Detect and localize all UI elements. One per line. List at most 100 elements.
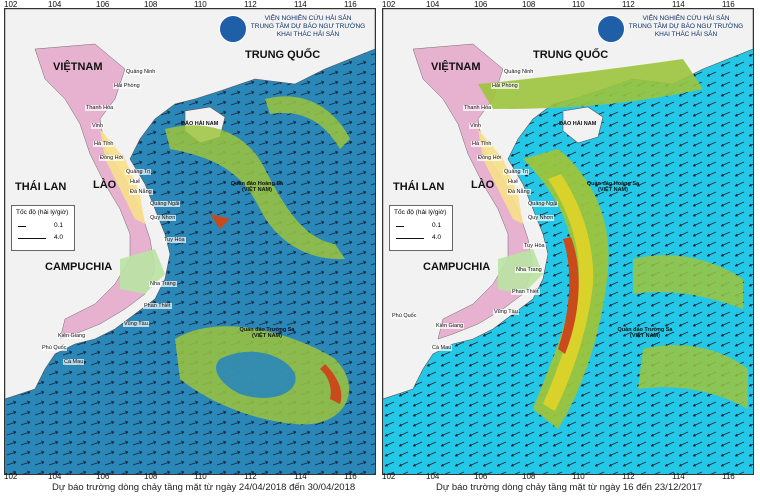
label-tuy-hoa: Tuy Hòa	[163, 237, 186, 243]
map-panel-left: VIỆN NGHIÊN CỨU HẢI SẢN TRUNG TÂM DỰ BÁO…	[4, 8, 376, 475]
label-laos: LÀO	[93, 179, 117, 191]
legend-arrow-short-icon	[18, 226, 26, 227]
label-hainan: ĐẢO HẢI NAM	[559, 121, 597, 127]
label-thanh-hoa: Thanh Hóa	[463, 105, 493, 111]
current-band	[478, 59, 703, 109]
label-hai-phong: Hải Phòng	[113, 83, 141, 89]
lon-tick: 112	[622, 0, 635, 9]
label-quang-ngai: Quảng Ngãi	[527, 201, 559, 207]
lon-tick: 114	[672, 472, 685, 481]
lon-tick: 102	[4, 0, 18, 9]
label-vinh: Vinh	[91, 123, 104, 129]
institute-emblem-icon	[219, 15, 247, 43]
lon-tick: 102	[382, 472, 396, 481]
label-phan-thiet: Phan Thiết	[511, 289, 540, 295]
legend-row-min: 0.1	[396, 222, 450, 232]
label-paracel: Quần đảo Hoàng Sa (VIỆT NAM)	[230, 181, 284, 193]
label-thailand: THÁI LAN	[393, 181, 445, 193]
legend-arrow-long-icon	[18, 238, 46, 239]
current-band	[165, 125, 345, 260]
label-paracel: Quần đảo Hoàng Sa (VIỆT NAM)	[586, 181, 640, 193]
lon-tick: 104	[48, 472, 62, 481]
label-hainan: ĐẢO HẢI NAM	[181, 121, 219, 127]
label-china: TRUNG QUỐC	[245, 49, 321, 61]
central-provinces	[478, 129, 523, 224]
label-quy-nhon: Quy Nhơn	[149, 215, 177, 221]
hainan-island	[562, 106, 604, 144]
label-quang-ngai: Quảng Ngãi	[149, 201, 181, 207]
lon-tick: 104	[426, 0, 440, 9]
label-thanh-hoa: Thanh Hóa	[85, 105, 115, 111]
label-quang-tri: Quảng Trị	[125, 169, 152, 175]
legend-arrow-long-icon	[396, 238, 424, 239]
lon-tick: 116	[722, 0, 735, 9]
label-cambodia: CAMPUCHIA	[423, 261, 491, 273]
lon-tick: 104	[426, 472, 440, 481]
central-provinces	[100, 129, 145, 224]
label-phan-thiet: Phan Thiết	[143, 303, 172, 309]
current-band	[523, 149, 609, 429]
label-vietnam: VIỆTNAM	[53, 61, 103, 73]
lon-tick: 106	[96, 472, 110, 481]
current-eddy	[216, 351, 296, 398]
legend-row-min: 0.1	[18, 222, 72, 232]
institute-logo: VIỆN NGHIÊN CỨU HẢI SẢN TRUNG TÂM DỰ BÁO…	[597, 15, 747, 45]
label-vinh: Vinh	[469, 123, 482, 129]
current-band	[633, 255, 743, 309]
lon-tick: 104	[48, 0, 62, 9]
label-cambodia: CAMPUCHIA	[45, 261, 113, 273]
legend-title: Tốc độ (hải lý/giờ)	[394, 209, 447, 216]
speed-legend: Tốc độ (hải lý/giờ) 0.1 4.0	[389, 205, 453, 251]
label-hai-phong: Hải Phòng	[491, 83, 519, 89]
institute-name: VIỆN NGHIÊN CỨU HẢI SẢN TRUNG TÂM DỰ BÁO…	[250, 15, 366, 38]
legend-row-max: 4.0	[18, 234, 72, 244]
institute-logo: VIỆN NGHIÊN CỨU HẢI SẢN TRUNG TÂM DỰ BÁO…	[219, 15, 369, 45]
label-ha-tinh: Hà Tĩnh	[471, 141, 493, 147]
legend-max-value: 4.0	[432, 234, 442, 241]
label-hue: Huế	[129, 179, 142, 185]
current-band	[638, 345, 748, 409]
lon-tick: 110	[194, 0, 207, 9]
current-peak	[210, 214, 230, 229]
label-vung-tau: Vũng Tàu	[123, 321, 149, 327]
label-laos: LÀO	[471, 179, 495, 191]
label-quang-ninh: Quảng Ninh	[503, 69, 535, 75]
lon-tick: 106	[474, 0, 488, 9]
label-da-nang: Đà Nẵng	[507, 189, 531, 195]
lon-tick: 116	[344, 472, 357, 481]
label-quang-ninh: Quảng Ninh	[125, 69, 157, 75]
label-ca-mau: Cà Mau	[431, 345, 453, 351]
lon-tick: 112	[244, 472, 257, 481]
lon-tick: 102	[4, 472, 18, 481]
lon-tick: 106	[96, 0, 110, 9]
label-vietnam: VIỆTNAM	[431, 61, 481, 73]
lon-tick: 102	[382, 0, 396, 9]
label-ca-mau: Cà Mau	[63, 359, 85, 365]
lon-tick: 114	[294, 0, 307, 9]
map-panel-right: VIỆN NGHIÊN CỨU HẢI SẢN TRUNG TÂM DỰ BÁO…	[382, 8, 754, 475]
current-peak	[320, 364, 342, 404]
lon-tick: 108	[522, 0, 536, 9]
institute-emblem-icon	[597, 15, 625, 43]
lon-tick: 108	[522, 472, 536, 481]
current-peak	[558, 237, 579, 354]
current-band	[265, 96, 350, 149]
caption-right: Dự báo trường dòng chảy tầng mặt từ ngày…	[436, 482, 703, 493]
label-china: TRUNG QUỐC	[533, 49, 609, 61]
label-vung-tau: Vũng Tàu	[493, 309, 519, 315]
lon-tick: 108	[144, 472, 158, 481]
label-quang-tri: Quảng Trị	[503, 169, 530, 175]
label-spratly: Quần đảo Trường Sa (VIỆT NAM)	[617, 327, 673, 339]
lon-tick: 110	[572, 0, 585, 9]
legend-min-value: 0.1	[432, 222, 442, 229]
label-nha-trang: Nha Trang	[515, 267, 543, 273]
lon-tick: 110	[194, 472, 207, 481]
label-ha-tinh: Hà Tĩnh	[93, 141, 115, 147]
caption-left: Dự báo trường dòng chảy tầng mặt từ ngày…	[52, 482, 356, 493]
legend-title: Tốc độ (hải lý/giờ)	[16, 209, 69, 216]
lon-tick: 116	[344, 0, 357, 9]
label-nha-trang: Nha Trang	[149, 281, 177, 287]
lon-tick: 110	[572, 472, 585, 481]
label-phu-quoc: Phú Quốc	[391, 313, 418, 319]
label-dong-hoi: Đồng Hới	[477, 155, 503, 161]
